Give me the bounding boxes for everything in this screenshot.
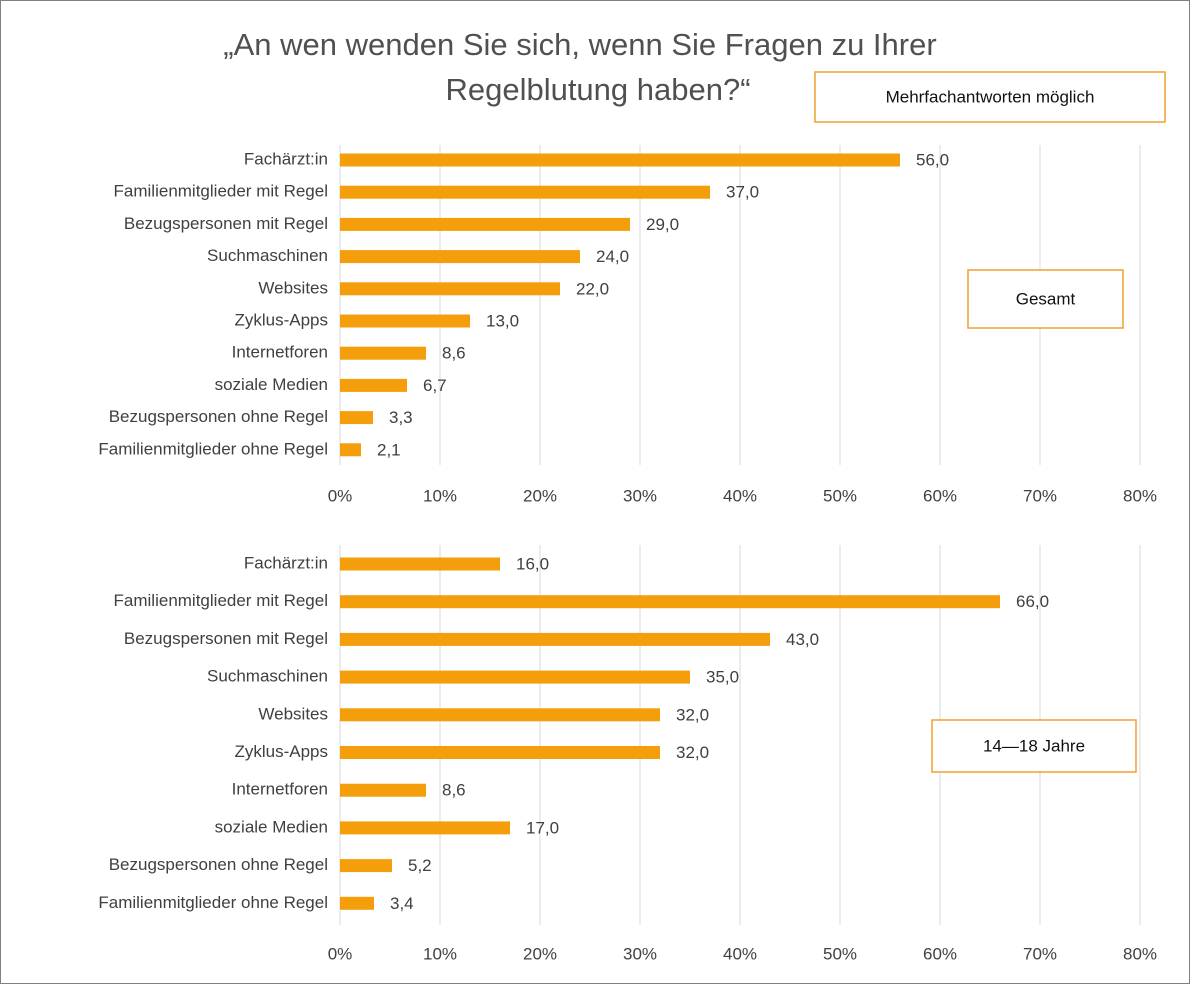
value-label: 24,0 <box>596 247 629 266</box>
value-label: 37,0 <box>726 183 759 202</box>
x-tick-label: 30% <box>623 486 657 505</box>
value-label: 29,0 <box>646 215 679 234</box>
bar <box>340 557 500 571</box>
bar <box>340 595 1000 609</box>
x-tick-label: 20% <box>523 944 557 963</box>
y-tick-label: soziale Medien <box>215 375 328 394</box>
y-tick-label: soziale Medien <box>215 817 328 836</box>
annotation-box <box>967 269 1124 329</box>
value-label: 8,6 <box>442 781 466 800</box>
bar <box>340 632 770 646</box>
chart-title: „An wen wenden Sie sich, wenn Sie Fragen… <box>223 27 936 62</box>
x-tick-label: 50% <box>823 944 857 963</box>
x-tick-label: 40% <box>723 944 757 963</box>
x-tick-label: 10% <box>423 944 457 963</box>
value-label: 3,3 <box>389 408 413 427</box>
y-tick-label: Suchmaschinen <box>207 667 328 686</box>
bar <box>340 185 710 199</box>
bar <box>340 153 900 167</box>
y-tick-label: Websites <box>258 278 328 297</box>
value-label: 43,0 <box>786 630 819 649</box>
x-tick-label: 60% <box>923 944 957 963</box>
bar <box>340 443 361 457</box>
value-label: 32,0 <box>676 743 709 762</box>
x-tick-label: 80% <box>1123 944 1157 963</box>
value-label: 8,6 <box>442 344 466 363</box>
value-label: 17,0 <box>526 818 559 837</box>
bar <box>340 378 407 392</box>
y-tick-label: Familienmitglieder mit Regel <box>114 591 328 610</box>
y-tick-label: Zyklus-Apps <box>234 742 328 761</box>
x-tick-label: 60% <box>923 486 957 505</box>
bar <box>340 746 660 759</box>
y-tick-label: Bezugspersonen ohne Regel <box>109 855 328 874</box>
value-label: 6,7 <box>423 376 447 395</box>
x-tick-label: 80% <box>1123 486 1157 505</box>
y-tick-label: Internetforen <box>232 343 328 362</box>
value-label: 66,0 <box>1016 592 1049 611</box>
x-tick-label: 70% <box>1023 486 1057 505</box>
y-tick-label: Internetforen <box>232 780 328 799</box>
annotation: Mehrfachantworten möglich <box>886 87 1095 106</box>
x-tick-label: 40% <box>723 486 757 505</box>
y-tick-label: Fachärzt:in <box>244 553 328 572</box>
value-label: 22,0 <box>576 279 609 298</box>
bar <box>340 783 426 797</box>
chart-label: 14—18 Jahre <box>983 736 1085 755</box>
x-tick-label: 10% <box>423 486 457 505</box>
chart-label: Gesamt <box>1016 289 1076 308</box>
annotation-box <box>931 719 1137 773</box>
value-label: 2,1 <box>377 440 401 459</box>
bar <box>340 314 470 328</box>
x-tick-label: 50% <box>823 486 857 505</box>
bar <box>340 411 373 425</box>
x-tick-label: 70% <box>1023 944 1057 963</box>
value-label: 35,0 <box>706 668 739 687</box>
y-tick-label: Familienmitglieder ohne Regel <box>98 439 328 458</box>
value-label: 32,0 <box>676 705 709 724</box>
y-tick-label: Websites <box>258 704 328 723</box>
y-tick-label: Zyklus-Apps <box>234 310 328 329</box>
y-tick-label: Familienmitglieder ohne Regel <box>98 893 328 912</box>
y-tick-label: Familienmitglieder mit Regel <box>114 182 328 201</box>
bar <box>340 821 510 835</box>
y-tick-label: Fachärzt:in <box>244 149 328 168</box>
bar <box>340 896 374 910</box>
x-tick-label: 0% <box>328 944 353 963</box>
value-label: 56,0 <box>916 150 949 169</box>
bar <box>340 346 426 360</box>
bar <box>340 217 630 231</box>
value-label: 3,4 <box>390 894 414 913</box>
bar <box>340 282 560 296</box>
y-tick-label: Bezugspersonen mit Regel <box>124 629 328 648</box>
bar <box>340 250 580 264</box>
bar <box>340 708 660 722</box>
value-label: 16,0 <box>516 554 549 573</box>
annotation-box <box>814 71 1166 123</box>
y-tick-label: Bezugspersonen ohne Regel <box>109 407 328 426</box>
chart-title: Regelblutung haben?“ <box>445 72 750 107</box>
x-tick-label: 30% <box>623 944 657 963</box>
bar <box>340 859 392 873</box>
x-tick-label: 0% <box>328 486 353 505</box>
y-tick-label: Bezugspersonen mit Regel <box>124 214 328 233</box>
x-tick-label: 20% <box>523 486 557 505</box>
y-tick-label: Suchmaschinen <box>207 246 328 265</box>
value-label: 13,0 <box>486 311 519 330</box>
bar <box>340 670 690 684</box>
value-label: 5,2 <box>408 856 432 875</box>
